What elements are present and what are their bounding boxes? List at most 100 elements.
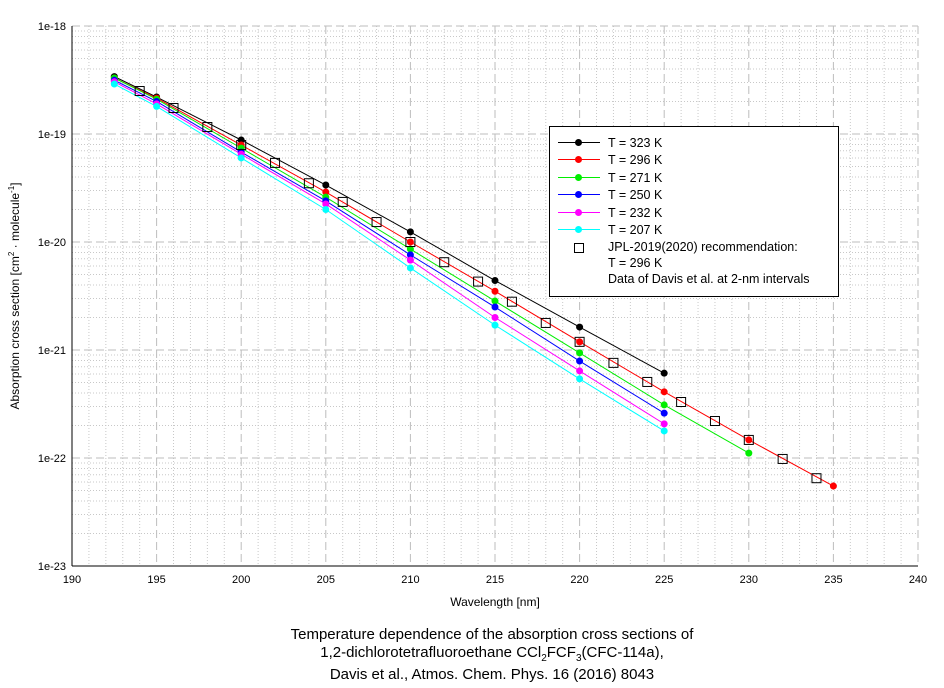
reference-square (642, 376, 653, 387)
reference-square (202, 122, 213, 133)
data-point (491, 303, 499, 311)
series-line (114, 77, 834, 487)
legend-item-323k: T = 323 K (558, 135, 662, 151)
data-point (829, 482, 837, 490)
data-point (576, 349, 584, 357)
data-point (406, 264, 414, 272)
data-point (406, 256, 414, 264)
legend-label: T = 323 K (608, 136, 663, 150)
data-point (660, 388, 668, 396)
caption-line-2: 1,2-dichlorotetrafluoroethane CCl2FCF3(C… (320, 644, 664, 664)
data-point (660, 369, 668, 377)
legend-swatch (558, 205, 600, 221)
reference-square (405, 237, 416, 247)
y-tick-label: 1e-23 (38, 561, 66, 573)
data-point (322, 188, 330, 196)
data-point (576, 375, 584, 383)
x-tick-label: 205 (317, 574, 335, 586)
data-point (491, 313, 499, 321)
data-point (745, 436, 753, 444)
reference-square (236, 140, 247, 151)
reference-square (168, 103, 179, 114)
square-marker-icon (574, 243, 584, 253)
legend-item-207k: T = 207 K (558, 222, 662, 238)
legend-item-jpl: JPL-2019(2020) recommendation: T = 296 K… (558, 239, 809, 286)
x-axis-label: Wavelength [nm] (450, 595, 540, 609)
data-point (153, 102, 161, 110)
reference-square (574, 336, 585, 347)
y-axis-label: Absorption cross section [cm2 · molecule… (7, 182, 22, 409)
data-point (660, 420, 668, 428)
legend-label: JPL-2019(2020) recommendation: (608, 240, 798, 254)
x-tick-label: 195 (147, 574, 165, 586)
data-point (576, 323, 584, 331)
legend-label: T = 271 K (608, 171, 663, 185)
legend-label: Data of Davis et al. at 2-nm intervals (608, 272, 810, 286)
legend-label: T = 232 K (608, 206, 663, 220)
legend-item-296k: T = 296 K (558, 152, 662, 168)
data-point (406, 245, 414, 253)
data-point (576, 367, 584, 375)
legend-swatch (558, 187, 600, 203)
caption-line-3: Davis et al., Atmos. Chem. Phys. 16 (201… (329, 666, 655, 683)
reference-square (709, 416, 720, 427)
data-point (322, 205, 330, 213)
x-tick-label: 200 (232, 574, 250, 586)
reference-square (540, 317, 551, 328)
y-tick-label: 1e-18 (38, 21, 66, 33)
x-tick-label: 190 (63, 574, 81, 586)
x-tick-label: 235 (824, 574, 842, 586)
data-point (491, 287, 499, 295)
data-point (110, 80, 118, 88)
y-tick-label: 1e-20 (38, 237, 66, 249)
data-point (491, 321, 499, 329)
data-point (660, 409, 668, 417)
legend-label: T = 207 K (608, 223, 663, 237)
series-line (114, 83, 665, 432)
data-point (406, 228, 414, 236)
reference-square (303, 178, 314, 189)
legend-swatch (558, 222, 600, 238)
y-tick-label: 1e-22 (38, 453, 66, 465)
reference-square (473, 276, 484, 287)
series-line (114, 79, 665, 414)
reference-square (743, 434, 754, 445)
legend-item-232k: T = 232 K (558, 205, 662, 221)
legend-label: T = 296 K (608, 256, 663, 270)
y-tick-label: 1e-19 (38, 129, 66, 141)
legend: T = 323 K T = 296 K T = 271 K T = 250 K … (549, 126, 839, 297)
caption-line-1: Temperature dependence of the absorption… (290, 626, 694, 643)
data-point (491, 297, 499, 305)
x-tick-label: 215 (486, 574, 504, 586)
data-point (237, 154, 245, 162)
reference-square (777, 453, 788, 464)
legend-label: T = 296 K (608, 153, 663, 167)
reference-square (608, 357, 619, 368)
data-point (660, 427, 668, 435)
y-tick-label: 1e-21 (38, 345, 66, 357)
reference-square (337, 196, 348, 207)
data-point (745, 449, 753, 457)
data-point (406, 251, 414, 259)
x-tick-label: 210 (401, 574, 419, 586)
data-point (576, 357, 584, 365)
reference-square (439, 257, 450, 268)
legend-swatch (558, 152, 600, 168)
data-point (237, 136, 245, 144)
data-point (322, 200, 330, 208)
reference-square (270, 157, 281, 168)
legend-label: T = 250 K (608, 188, 663, 202)
reference-square (134, 86, 145, 97)
data-point (406, 238, 414, 246)
x-tick-label: 220 (570, 574, 588, 586)
legend-item-271k: T = 271 K (558, 170, 662, 186)
data-point (660, 401, 668, 409)
legend-swatch (558, 170, 600, 186)
reference-square (371, 217, 382, 228)
legend-item-250k: T = 250 K (558, 187, 662, 203)
x-tick-label: 225 (655, 574, 673, 586)
reference-square (676, 397, 687, 408)
reference-square (811, 473, 822, 484)
